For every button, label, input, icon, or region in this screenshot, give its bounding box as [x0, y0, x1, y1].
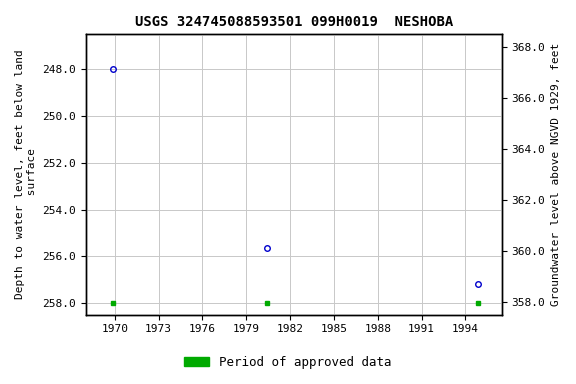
Y-axis label: Groundwater level above NGVD 1929, feet: Groundwater level above NGVD 1929, feet: [551, 43, 561, 306]
Legend: Period of approved data: Period of approved data: [179, 351, 397, 374]
Y-axis label: Depth to water level, feet below land
 surface: Depth to water level, feet below land su…: [15, 50, 37, 300]
Title: USGS 324745088593501 099H0019  NESHOBA: USGS 324745088593501 099H0019 NESHOBA: [135, 15, 453, 29]
